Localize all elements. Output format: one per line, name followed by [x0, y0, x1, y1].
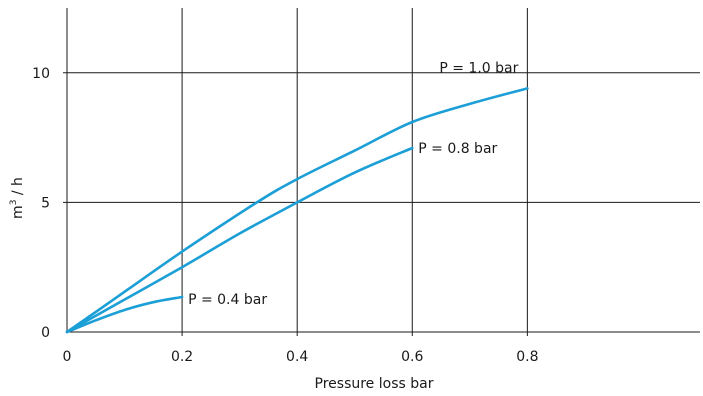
tick-labels: 0 0.2 0.4 0.6 0.8 0 5 10 — [32, 66, 538, 365]
y-axis-label: m3 / h — [9, 177, 26, 219]
grid — [63, 8, 700, 336]
x-tick-label-2: 0.4 — [286, 349, 308, 365]
y-tick-label-1: 5 — [41, 195, 50, 211]
x-tick-label-4: 0.8 — [516, 349, 538, 365]
x-axis-label: Pressure loss bar — [315, 376, 434, 392]
axes — [66, 8, 700, 333]
series-line-1 — [65, 146, 414, 334]
series-label-0: P = 1.0 bar — [439, 60, 518, 76]
x-tick-label-1: 0.2 — [171, 349, 193, 365]
series-line-2 — [65, 295, 184, 334]
series-label-1: P = 0.8 bar — [418, 141, 497, 157]
series-line-0 — [65, 87, 529, 334]
y-axis-label-sup: 3 — [9, 200, 19, 206]
series-labels: P = 1.0 bar P = 0.8 bar P = 0.4 bar — [188, 60, 519, 308]
series-lines — [65, 87, 529, 334]
y-tick-label-0: 0 — [41, 325, 50, 341]
x-tick-label-3: 0.6 — [401, 349, 423, 365]
x-tick-label-0: 0 — [63, 349, 72, 365]
y-axis-label-rest: / h — [10, 177, 26, 200]
y-axis-label-base: m — [10, 205, 26, 219]
y-tick-label-2: 10 — [32, 66, 50, 82]
series-label-2: P = 0.4 bar — [188, 292, 267, 308]
